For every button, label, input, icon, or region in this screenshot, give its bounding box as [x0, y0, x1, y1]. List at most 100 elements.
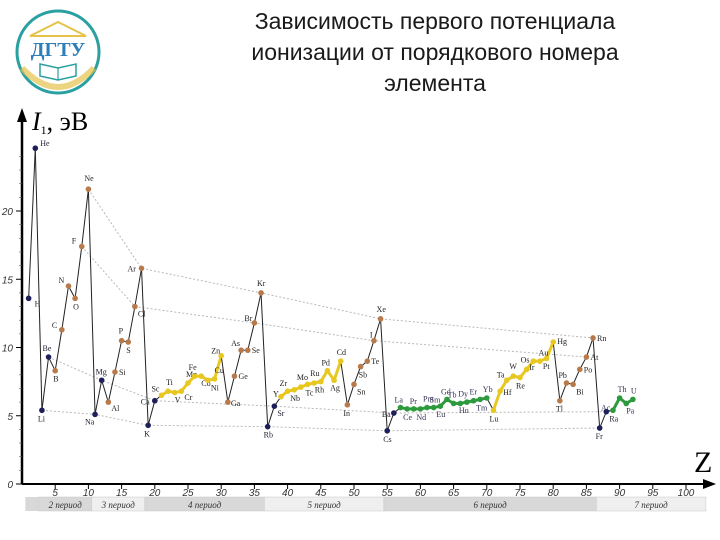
title-line-1: Зависимость первого потенциала: [254, 8, 616, 34]
period-label: 2 период: [49, 500, 83, 510]
element-point-Co: [198, 373, 205, 379]
element-label-Sm: Sm: [430, 396, 441, 405]
element-point-He: [32, 145, 39, 152]
element-point-Pt: [537, 358, 543, 364]
data-segment: [147, 400, 156, 426]
element-point-Zr: [284, 388, 291, 394]
element-point-Sb: [357, 363, 364, 370]
slide-title: Зависимость первого потенциала ионизации…: [190, 6, 680, 99]
y-axis-arrow-icon: [17, 108, 27, 122]
element-label-Hg: Hg: [557, 337, 567, 346]
element-point-B: [52, 367, 58, 374]
element-point-Sm: [430, 404, 437, 411]
x-tick-label: 40: [282, 488, 294, 499]
element-point-N: [65, 283, 72, 289]
element-label-C: C: [52, 321, 57, 330]
element-point-I: [371, 337, 377, 344]
data-segment: [267, 406, 275, 427]
element-label-In: In: [343, 409, 350, 418]
data-segment: [227, 376, 235, 403]
x-tick-label: 45: [315, 488, 327, 499]
element-point-Ne: [85, 186, 92, 192]
element-point-Nb: [291, 387, 298, 393]
element-point-Pr: [410, 406, 417, 412]
element-point-Pa: [623, 400, 630, 407]
element-label-Tm: Tm: [476, 403, 488, 412]
data-segment: [114, 340, 123, 373]
period-band-1: [25, 497, 39, 511]
element-label-Mn: Mn: [186, 370, 197, 379]
element-label-Hf: Hf: [503, 388, 512, 397]
element-label-Sc: Sc: [151, 384, 159, 393]
element-label-He: He: [40, 139, 50, 148]
data-segment: [134, 268, 143, 307]
dgtu-logo: ДГТУ: [15, 9, 101, 95]
element-label-Au: Au: [539, 348, 549, 357]
x-tick-label: 65: [448, 488, 460, 499]
data-segment: [545, 341, 555, 359]
element-label-Lu: Lu: [489, 414, 498, 423]
element-point-Sn: [351, 381, 357, 388]
element-label-Ga: Ga: [231, 399, 241, 408]
element-label-Cr: Cr: [184, 393, 192, 402]
element-label-Li: Li: [38, 414, 46, 423]
period-label: 3 период: [101, 500, 136, 510]
element-point-Cu: [211, 376, 218, 382]
element-label-Na: Na: [85, 417, 95, 426]
element-point-Nd: [417, 406, 424, 412]
element-point-Dy: [457, 400, 464, 407]
element-label-Pa: Pa: [626, 406, 634, 415]
data-segment: [41, 356, 50, 411]
x-tick-label: 35: [249, 488, 261, 499]
x-tick-label: 20: [148, 488, 161, 499]
period-band: [596, 496, 707, 512]
element-point-S: [125, 339, 132, 345]
data-segment: [101, 380, 109, 403]
element-label-Fr: Fr: [596, 432, 603, 441]
data-segment: [28, 148, 36, 299]
element-label-Be: Be: [43, 344, 52, 353]
element-label-Sr: Sr: [277, 409, 284, 418]
data-segment: [81, 189, 89, 247]
data-segment: [366, 340, 375, 362]
element-label-Ar: Ar: [128, 264, 137, 273]
element-point-Te: [364, 358, 371, 364]
data-segment: [54, 329, 63, 371]
x-tick-label: 100: [678, 488, 695, 499]
trend-line-alkaline-earth: [48, 356, 607, 414]
element-point-Ti: [165, 388, 171, 394]
element-label-Dy: Dy: [458, 389, 468, 398]
element-point-Ta: [503, 377, 510, 384]
element-point-K: [145, 422, 151, 429]
element-label-Si: Si: [119, 368, 126, 377]
element-point-Rh: [318, 378, 324, 385]
element-point-Tm: [477, 396, 483, 403]
element-point-Cl: [132, 303, 138, 310]
element-point-Gd: [444, 396, 450, 403]
element-label-Cl: Cl: [138, 310, 146, 319]
element-point-At: [583, 354, 590, 360]
element-label-Zn: Zn: [211, 347, 220, 356]
element-label-Co: Co: [201, 379, 210, 388]
data-segment: [340, 361, 348, 405]
element-label-Se: Se: [252, 346, 260, 355]
data-segment: [220, 355, 229, 403]
element-point-Ru: [311, 380, 317, 386]
x-tick-label: 60: [415, 488, 427, 499]
element-label-Kr: Kr: [257, 279, 266, 288]
element-label-Ir: Ir: [529, 363, 535, 372]
element-point-Mo: [298, 384, 304, 390]
element-label-Eu: Eu: [436, 410, 445, 419]
x-tick-label: 85: [581, 488, 593, 499]
x-axis-label: Z: [694, 446, 712, 479]
period-label: 6 период: [474, 500, 508, 510]
trend-line-noble-gases: [87, 188, 594, 339]
element-label-Pd: Pd: [321, 359, 329, 368]
element-label-Nd: Nd: [416, 413, 426, 422]
trend-line-halogens: [81, 246, 587, 358]
title-line-3: элемента: [384, 70, 486, 96]
element-label-At: At: [590, 353, 599, 362]
element-label-Sn: Sn: [357, 387, 365, 396]
element-label-V: V: [175, 396, 181, 405]
